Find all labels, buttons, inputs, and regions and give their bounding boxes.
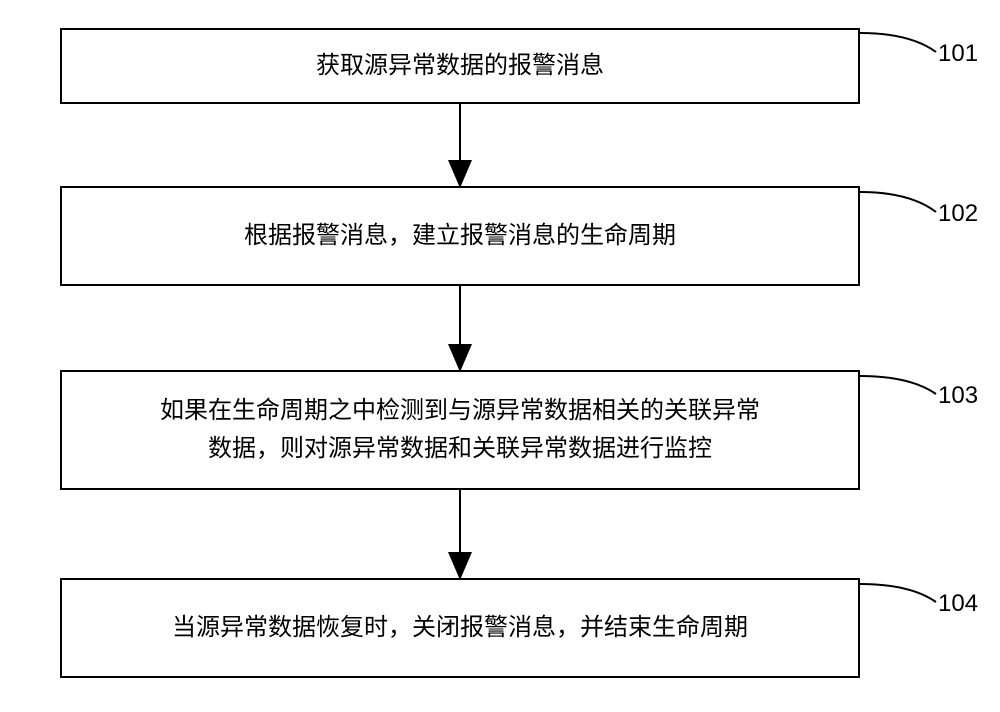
- flowchart-canvas: 获取源异常数据的报警消息 根据报警消息，建立报警消息的生命周期 如果在生命周期之…: [0, 0, 1000, 712]
- step-label-101: 101: [938, 40, 978, 68]
- arrow-1-2: [0, 0, 1000, 712]
- step-label-104: 104: [938, 590, 978, 618]
- step-label-102: 102: [938, 200, 978, 228]
- step-label-103: 103: [938, 382, 978, 410]
